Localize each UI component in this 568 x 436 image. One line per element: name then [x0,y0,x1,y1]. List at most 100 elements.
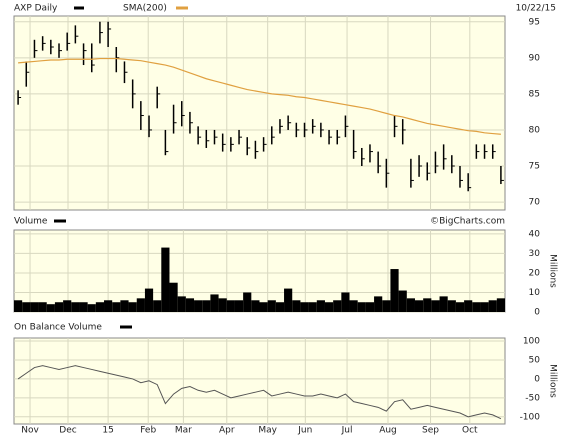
x-tick-label: Jun [297,426,312,436]
y-tick-label: 30 [529,249,541,259]
volume-bar [472,302,481,312]
volume-bar [439,296,448,312]
volume-bar [54,302,64,312]
x-tick-label: Jul [341,426,353,436]
volume-bar [136,298,145,312]
volume-bar [251,300,260,312]
volume-bar [374,296,383,312]
chart-title: AXP Daily [14,4,58,14]
volume-bar [144,288,154,312]
y-tick-label: 40 [529,229,541,239]
x-tick-label: Apr [219,426,235,436]
volume-bar [267,300,276,312]
date-label: 10/22/15 [516,4,556,14]
volume-bar [185,298,195,312]
volume-bar [210,294,219,312]
volume-bar [79,302,88,312]
y-tick-label: 50 [529,355,541,365]
volume-bar [259,302,268,312]
volume-bar [104,300,113,312]
volume-bar [38,302,47,312]
volume-bar [480,302,489,312]
volume-bar [177,296,186,312]
y-tick-label: 70 [529,198,541,208]
y-tick-label: 0 [534,374,540,384]
volume-bar [87,304,96,312]
volume-bar [365,302,375,312]
volume-bar [284,288,293,312]
y-tick-label: 95 [529,17,540,27]
volume-bar [112,302,121,312]
plot-area [13,337,506,425]
x-tick-label: May [258,426,277,436]
plot-area [13,15,506,211]
volume-bar [357,302,366,312]
volume-bar [95,302,105,312]
volume-bar [22,302,31,312]
volume-bar [226,300,235,312]
volume-bar [431,300,440,312]
volume-bar [46,304,55,312]
volume-bar [243,292,252,312]
plot-area [13,229,506,313]
y-tick-label: -50 [525,393,540,403]
volume-bar [414,300,424,312]
x-tick-label: Dec [59,426,76,436]
volume-bar [71,302,80,312]
volume-bar [292,300,301,312]
volume-bar [120,300,129,312]
y-axis-label: Millions [548,364,558,398]
sma-line [18,57,501,135]
volume-bar [324,302,334,312]
volume-bar [63,300,72,312]
volume-bar [300,302,309,312]
x-tick-label: Aug [379,426,397,436]
volume-bar [218,298,227,312]
y-tick-label: 90 [529,53,541,63]
volume-bar [333,300,342,312]
obv-line [17,365,502,420]
volume-bar [447,300,456,312]
volume-bar [398,290,407,312]
volume-bar [488,300,497,312]
y-tick-label: 20 [529,268,541,278]
volume-bar [153,300,162,312]
x-tick-label: 15 [102,426,113,436]
y-tick-label: 0 [534,308,540,318]
y-tick-label: 80 [529,125,541,135]
x-tick-label: Oct [462,426,478,436]
panel-title: On Balance Volume [14,323,102,333]
volume-bar [14,300,23,312]
volume-bar [423,298,432,312]
y-axis-label: Millions [548,254,558,288]
volume-bar [169,282,178,312]
legend-label: SMA(200) [123,4,167,14]
volume-bar [161,247,170,312]
volume-bar [202,300,211,312]
y-tick-label: -100 [520,412,541,422]
x-tick-label: Sep [422,426,439,436]
y-tick-label: 10 [529,288,541,298]
volume-bar [406,298,415,312]
volume-bar [128,302,137,312]
volume-bar [382,300,391,312]
y-tick-label: 75 [529,162,540,172]
panel-title: Volume [14,217,48,227]
volume-bar [30,302,39,312]
volume-bar [390,269,399,312]
volume-bar [464,300,473,312]
volume-bar [316,300,325,312]
volume-bar [349,300,358,312]
x-tick-label: Mar [175,426,192,436]
x-tick-label: Feb [140,426,156,436]
y-tick-label: 100 [523,337,540,347]
volume-bar [341,292,350,312]
volume-bar [275,302,285,312]
credit: ©BigCharts.com [430,217,505,227]
volume-bar [234,300,244,312]
x-tick-label: Nov [21,426,39,436]
volume-bar [455,302,465,312]
volume-bar [308,302,317,312]
volume-bar [496,298,505,312]
